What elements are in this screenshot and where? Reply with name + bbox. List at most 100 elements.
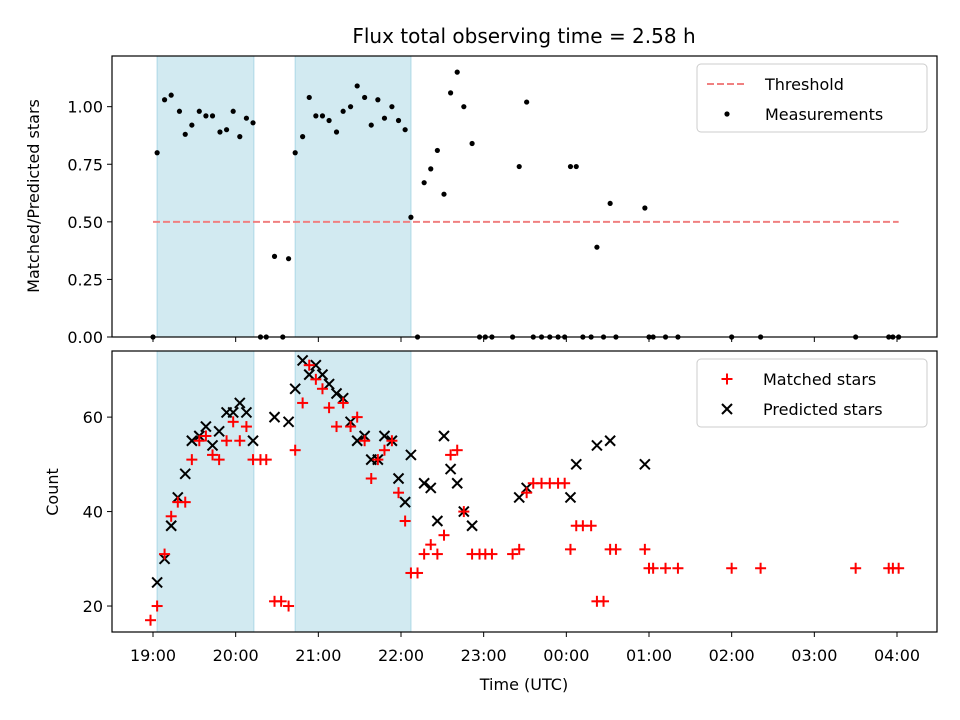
matched-point: [850, 562, 862, 574]
matched-point: [193, 435, 205, 447]
x-tick-label: 01:00: [626, 646, 672, 665]
bottom-legend: Matched stars Predicted stars: [696, 358, 928, 428]
matched-point: [275, 595, 287, 607]
top-y-axis-label: Matched/Predicted stars: [24, 99, 43, 293]
legend-measurements-label: Measurements: [765, 105, 883, 124]
measurement-point: [189, 122, 195, 128]
legend-predicted-swatch: [721, 403, 733, 415]
measurement-point: [168, 92, 174, 98]
predicted-point-stroke: [591, 439, 603, 452]
matched-point: [431, 548, 443, 560]
measurement-point: [319, 113, 326, 119]
chart-title: Flux total observing time = 2.58 h: [352, 24, 695, 48]
measurement-point: [209, 113, 216, 119]
bottom-y-tick-label: 20: [83, 597, 103, 616]
matched-point: [507, 548, 519, 560]
measurement-point: [434, 147, 440, 154]
measurement-point: [375, 97, 381, 103]
matched-point: [372, 454, 384, 466]
measurement-point: [313, 113, 319, 119]
predicted-point: [303, 368, 315, 381]
matched-point: [159, 548, 171, 560]
predicted-point: [405, 449, 417, 461]
matched-point: [165, 510, 177, 522]
predicted-point: [268, 411, 281, 423]
measurement-point: [326, 117, 332, 124]
predicted-point-stroke: [206, 439, 219, 452]
predicted-point-stroke: [227, 406, 239, 419]
matched-point: [145, 614, 157, 626]
predicted-point-stroke: [282, 416, 295, 428]
matched-point: [213, 454, 225, 466]
predicted-point: [444, 463, 457, 475]
predicted-point: [418, 477, 430, 489]
legend-threshold-label: Threshold: [764, 75, 844, 94]
predicted-point-stroke: [466, 520, 478, 532]
measurement-point: [642, 205, 648, 211]
predicted-point-stroke: [303, 368, 315, 381]
measurement-point: [567, 163, 574, 170]
measurement-point: [292, 150, 298, 156]
predicted-point-stroke: [431, 515, 444, 527]
measurement-point: [161, 97, 168, 103]
matched-point: [418, 548, 430, 560]
predicted-point-stroke: [351, 435, 363, 447]
matched-point: [337, 397, 349, 409]
measurement-point: [354, 83, 360, 89]
matched-point: [639, 543, 651, 555]
bottom-y-tick-label: 40: [83, 503, 103, 522]
matched-point: [660, 562, 672, 574]
matched-point: [399, 515, 411, 527]
measurement-point: [594, 244, 600, 250]
measurement-point: [182, 131, 188, 137]
predicted-point-stroke: [316, 368, 329, 381]
legend-measurements-swatch: [724, 111, 730, 117]
predicted-point-stroke: [151, 576, 163, 589]
predicted-point: [165, 520, 177, 532]
x-tick-label: 03:00: [791, 646, 837, 665]
predicted-point-stroke: [179, 468, 191, 480]
predicted-point: [179, 468, 191, 480]
predicted-point-stroke: [425, 482, 437, 494]
x-tick-label: 23:00: [461, 646, 507, 665]
measurement-point: [203, 113, 209, 119]
matched-point: [200, 430, 212, 442]
matched-point: [393, 487, 405, 499]
matched-point: [303, 359, 315, 371]
matched-point: [610, 543, 622, 555]
matched-point: [221, 435, 233, 447]
bottom-y-axis-label: Count: [43, 468, 62, 516]
measurement-point: [271, 253, 278, 259]
predicted-point: [282, 416, 295, 428]
matched-point: [585, 520, 597, 532]
measurement-point: [469, 140, 475, 147]
matched-point: [331, 421, 343, 433]
top-y-tick-label: 0.50: [67, 213, 103, 232]
predicted-point: [639, 458, 651, 471]
predicted-point: [438, 430, 450, 442]
x-tick-label: 21:00: [295, 646, 341, 665]
predicted-point: [227, 406, 239, 419]
measurement-point: [243, 115, 250, 121]
matched-point: [186, 454, 198, 466]
matched-point: [179, 496, 191, 508]
matched-point: [289, 444, 301, 456]
predicted-point-stroke: [604, 435, 616, 447]
legend-matched-marker: [721, 373, 733, 385]
predicted-point: [310, 359, 322, 371]
measurement-point: [448, 90, 454, 96]
matched-point: [755, 562, 767, 574]
measurement-point: [368, 122, 374, 128]
measurement-point: [230, 108, 236, 114]
matched-point: [564, 543, 576, 555]
legend-predicted-marker-stroke: [721, 403, 733, 415]
predicted-point: [466, 520, 478, 532]
measurement-point: [154, 150, 160, 156]
matched-point: [365, 473, 377, 485]
predicted-point-stroke: [451, 477, 463, 489]
matched-point: [598, 595, 610, 607]
predicted-point: [200, 420, 212, 433]
matched-point: [425, 539, 437, 551]
x-tick-label: 02:00: [709, 646, 755, 665]
